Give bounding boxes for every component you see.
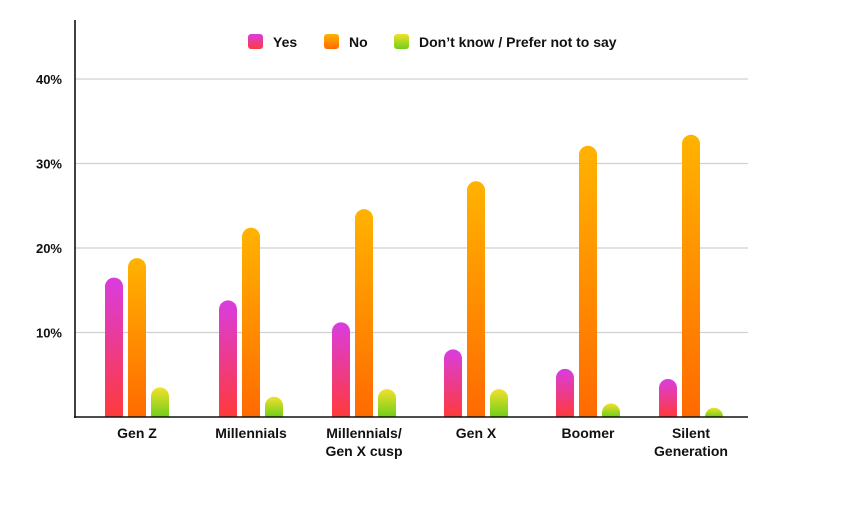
bar-don-t-know-prefer-not-to-say [490,389,508,417]
x-tick-label: Millennials/ [326,425,402,441]
bar-don-t-know-prefer-not-to-say [378,389,396,417]
y-axis-ticks: 10% 20% 30% 40% [36,72,62,341]
bar-no [467,181,485,417]
bar-yes [332,322,350,417]
legend-label: Don’t know / Prefer not to say [419,34,617,50]
legend-label: Yes [273,34,297,50]
legend-label: No [349,34,368,50]
bar-don-t-know-prefer-not-to-say [265,396,283,417]
legend-swatch [248,34,263,49]
bar-no [682,134,700,417]
legend: Yes No Don’t know / Prefer not to say [248,34,617,50]
y-tick-label: 20% [36,241,62,256]
bar-no [355,209,373,417]
x-axis-labels: Gen Z Millennials Millennials/Gen X cusp Ge… [117,425,728,459]
x-tick-label: Generation [654,443,728,459]
bar-yes [659,378,677,417]
bar-yes [219,300,237,417]
bar-don-t-know-prefer-not-to-say [602,403,620,417]
legend-swatch [324,34,339,49]
x-tick-label: Boomer [562,425,615,441]
x-tick-label: Gen X cusp [325,443,402,459]
bar-yes [556,368,574,417]
y-tick-label: 10% [36,326,62,341]
x-tick-label: Gen X [456,425,497,441]
bar-no [242,227,260,417]
bars [105,134,723,418]
bar-don-t-know-prefer-not-to-say [705,407,723,417]
gridlines [75,78,748,334]
bar-yes [105,277,123,417]
legend-swatch [394,34,409,49]
x-tick-label: Millennials [215,425,287,441]
bar-no [128,258,146,417]
x-tick-label: Silent [672,425,710,441]
x-tick-label: Gen Z [117,425,157,441]
y-tick-label: 30% [36,157,62,172]
bar-no [579,145,597,418]
bar-yes [444,349,462,417]
axes [74,20,748,418]
y-tick-label: 40% [36,72,62,87]
bar-don-t-know-prefer-not-to-say [151,387,169,417]
